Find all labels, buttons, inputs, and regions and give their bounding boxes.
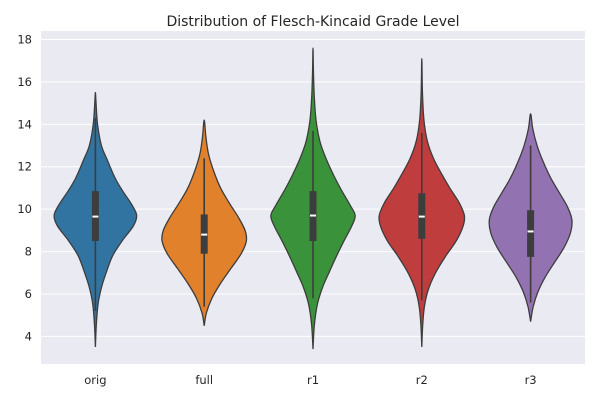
y-tick-label: 8: [25, 245, 32, 259]
chart-title: Distribution of Flesch-Kincaid Grade Lev…: [166, 14, 459, 30]
violin-r1: [270, 47, 356, 350]
x-tick-label: r3: [525, 373, 537, 387]
y-tick-label: 16: [17, 75, 32, 89]
violin-full: [161, 119, 248, 326]
violin-orig: [53, 91, 138, 348]
x-tick-label: full: [195, 373, 213, 387]
y-tick-label: 14: [17, 117, 32, 131]
y-tick-label: 6: [25, 287, 32, 301]
y-tick-label: 18: [17, 32, 32, 46]
x-tick-label: r2: [416, 373, 428, 387]
violin-r3: [488, 113, 573, 322]
x-tick-label: r1: [307, 373, 319, 387]
y-tick-label: 4: [25, 329, 32, 343]
violin-iqr-box: [527, 210, 535, 257]
y-tick-label: 12: [17, 160, 32, 174]
x-tick-labels: orig full r1 r2 r3: [84, 373, 536, 387]
violin-r2: [378, 57, 466, 348]
y-tick-labels: 4 6 8 10 12 14 16 18: [17, 32, 32, 343]
violins: [53, 47, 573, 350]
x-tick-label: orig: [84, 373, 106, 387]
y-tick-label: 10: [17, 202, 32, 216]
